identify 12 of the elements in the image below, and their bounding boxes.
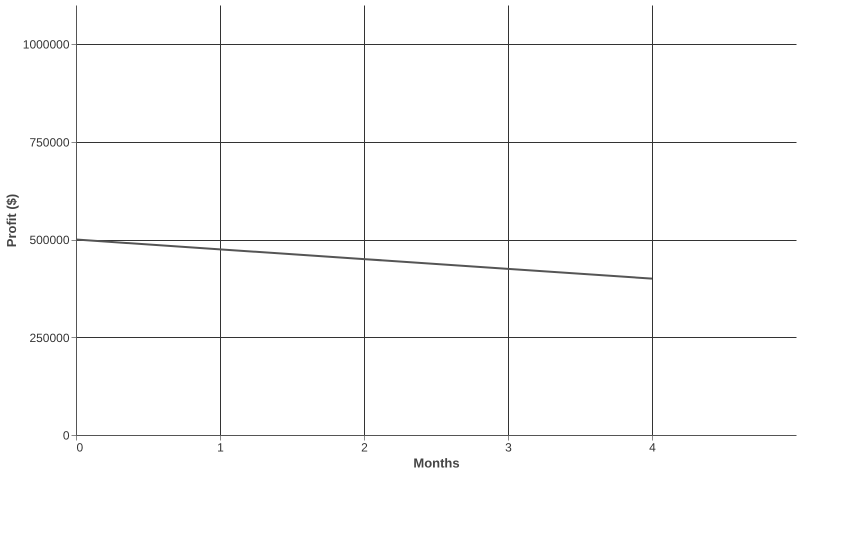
x-tick-label: 4 [649, 440, 656, 454]
x-tick-label: 1 [217, 440, 224, 454]
y-tick-label: 750000 [29, 135, 70, 150]
y-tick-label: 500000 [29, 233, 70, 248]
y-tick-label: 1000000 [22, 38, 70, 52]
y-tick-label: 0 [62, 428, 70, 442]
y-axis-title: Profit ($) [4, 194, 19, 248]
x-tick-label: 2 [361, 440, 368, 454]
x-tick-label: 0 [76, 440, 84, 454]
x-axis-title: Months [413, 456, 460, 470]
y-tick-label: 250000 [29, 330, 70, 345]
x-tick-label: 3 [505, 440, 512, 454]
